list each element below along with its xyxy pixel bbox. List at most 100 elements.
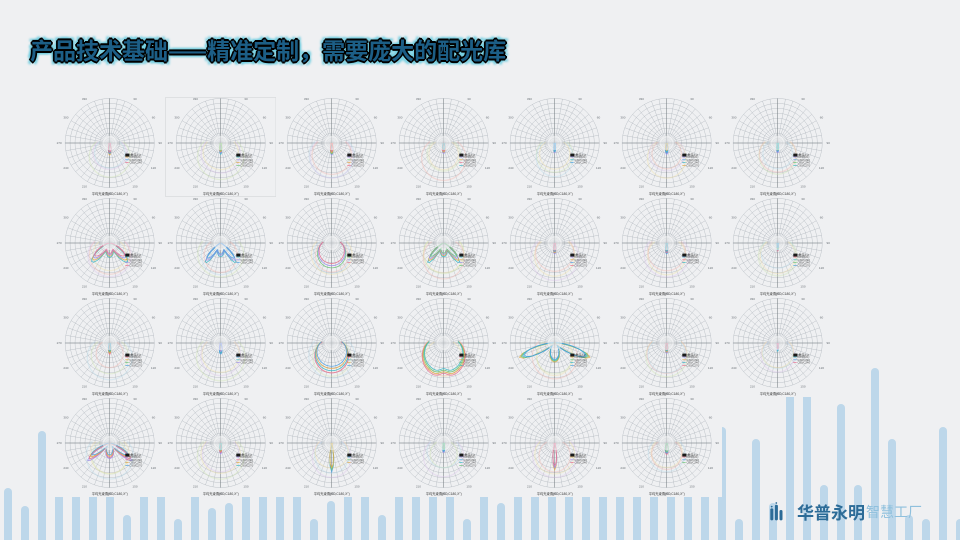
- svg-text:210: 210: [193, 385, 198, 389]
- svg-text:120: 120: [596, 166, 601, 170]
- svg-text:330: 330: [416, 397, 421, 401]
- svg-text:240: 240: [509, 466, 514, 470]
- svg-text:240: 240: [286, 166, 291, 170]
- svg-text:330: 330: [750, 197, 755, 201]
- svg-text:210: 210: [81, 285, 86, 289]
- svg-text:平均光束角(C0,C180,X°): 平均光束角(C0,C180,X°): [91, 291, 127, 296]
- svg-text:150: 150: [355, 185, 360, 189]
- svg-text:270: 270: [725, 241, 730, 245]
- svg-text:240: 240: [63, 366, 68, 370]
- svg-text:90: 90: [492, 441, 496, 445]
- svg-text:30: 30: [356, 97, 360, 101]
- svg-text:240: 240: [731, 366, 736, 370]
- svg-text:240: 240: [397, 266, 402, 270]
- svg-text:平均光束角(C0,C180,X°): 平均光束角(C0,C180,X°): [760, 291, 796, 296]
- svg-text:30: 30: [133, 97, 137, 101]
- svg-text:240: 240: [620, 366, 625, 370]
- svg-text:270: 270: [390, 141, 395, 145]
- svg-text:210: 210: [304, 385, 309, 389]
- svg-text:330: 330: [416, 197, 421, 201]
- svg-text:30: 30: [578, 197, 582, 201]
- svg-text:90: 90: [715, 341, 719, 345]
- svg-text:270: 270: [502, 441, 507, 445]
- svg-text:330: 330: [750, 297, 755, 301]
- svg-text:210: 210: [81, 185, 86, 189]
- svg-text:平均光束角(C0,C180,X°): 平均光束角(C0,C180,X°): [648, 391, 684, 396]
- svg-text:90: 90: [381, 141, 385, 145]
- svg-text:240: 240: [620, 166, 625, 170]
- svg-text:60: 60: [374, 116, 378, 120]
- svg-text:150: 150: [132, 385, 137, 389]
- svg-text:30: 30: [244, 197, 248, 201]
- svg-text:150: 150: [132, 285, 137, 289]
- svg-text:300: 300: [63, 316, 68, 320]
- svg-text:150: 150: [466, 285, 471, 289]
- svg-text:270: 270: [56, 241, 61, 245]
- svg-text:210: 210: [193, 285, 198, 289]
- svg-text:30: 30: [578, 297, 582, 301]
- svg-text:210: 210: [750, 285, 755, 289]
- svg-text:120: 120: [262, 366, 267, 370]
- svg-text:平均光束角(C0,C180,X°): 平均光束角(C0,C180,X°): [760, 191, 796, 196]
- svg-text:240: 240: [397, 466, 402, 470]
- svg-text:90: 90: [715, 441, 719, 445]
- svg-text:270: 270: [390, 441, 395, 445]
- svg-text:150: 150: [800, 185, 805, 189]
- svg-text:平均光束角(C0,C180,X°): 平均光束角(C0,C180,X°): [91, 391, 127, 396]
- svg-text:90: 90: [604, 241, 608, 245]
- svg-text:210: 210: [527, 285, 532, 289]
- svg-text:300: 300: [509, 416, 514, 420]
- svg-text:330: 330: [638, 197, 643, 201]
- svg-text:平均光束角(C0,C180,X°): 平均光束角(C0,C180,X°): [91, 191, 127, 196]
- svg-text:120: 120: [485, 166, 490, 170]
- svg-text:30: 30: [133, 297, 137, 301]
- svg-text:150: 150: [466, 385, 471, 389]
- svg-text:270: 270: [390, 241, 395, 245]
- svg-text:150: 150: [132, 485, 137, 489]
- svg-text:30: 30: [244, 397, 248, 401]
- svg-text:330: 330: [81, 297, 86, 301]
- svg-text:120: 120: [373, 166, 378, 170]
- svg-text:90: 90: [270, 241, 274, 245]
- svg-text:30: 30: [467, 97, 471, 101]
- svg-text:210: 210: [527, 485, 532, 489]
- svg-text:60: 60: [597, 216, 601, 220]
- svg-text:240: 240: [620, 266, 625, 270]
- svg-text:120: 120: [373, 366, 378, 370]
- svg-text:270: 270: [502, 241, 507, 245]
- svg-text:平均光束角(C0,C180,X°): 平均光束角(C0,C180,X°): [760, 391, 796, 396]
- svg-text:150: 150: [466, 485, 471, 489]
- svg-text:60: 60: [151, 416, 155, 420]
- svg-text:270: 270: [502, 141, 507, 145]
- svg-text:C60/C240: C60/C240: [686, 461, 699, 465]
- svg-text:330: 330: [416, 297, 421, 301]
- svg-text:300: 300: [63, 216, 68, 220]
- svg-text:60: 60: [374, 416, 378, 420]
- svg-text:60: 60: [374, 316, 378, 320]
- svg-text:60: 60: [708, 116, 712, 120]
- svg-text:C90/C270: C90/C270: [129, 463, 142, 467]
- svg-text:平均光束角(C0,C180,X°): 平均光束角(C0,C180,X°): [314, 291, 350, 296]
- svg-text:90: 90: [158, 141, 162, 145]
- svg-text:240: 240: [731, 266, 736, 270]
- svg-text:120: 120: [373, 266, 378, 270]
- svg-text:120: 120: [151, 166, 156, 170]
- svg-text:C90/C270: C90/C270: [352, 363, 365, 367]
- svg-text:平均光束角(C0,C180,X°): 平均光束角(C0,C180,X°): [537, 291, 573, 296]
- svg-text:90: 90: [715, 241, 719, 245]
- svg-text:60: 60: [597, 116, 601, 120]
- svg-text:270: 270: [279, 141, 284, 145]
- svg-text:150: 150: [355, 285, 360, 289]
- svg-text:C90/C270: C90/C270: [686, 163, 699, 167]
- svg-text:120: 120: [262, 466, 267, 470]
- svg-text:60: 60: [151, 116, 155, 120]
- svg-text:240: 240: [174, 466, 179, 470]
- svg-text:30: 30: [467, 397, 471, 401]
- svg-text:平均光束角(C0,C180,X°): 平均光束角(C0,C180,X°): [648, 291, 684, 296]
- svg-text:150: 150: [243, 385, 248, 389]
- svg-text:60: 60: [263, 416, 267, 420]
- svg-text:300: 300: [63, 416, 68, 420]
- svg-text:210: 210: [638, 285, 643, 289]
- svg-text:30: 30: [244, 97, 248, 101]
- svg-text:30: 30: [690, 397, 694, 401]
